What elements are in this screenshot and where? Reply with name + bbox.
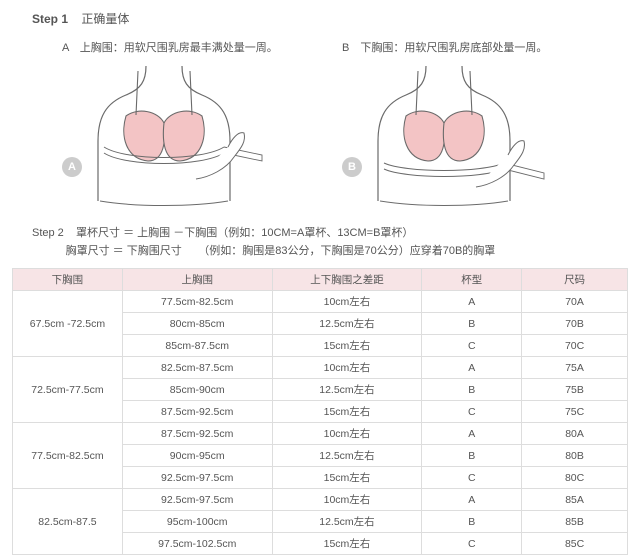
illus-b-caption: B 下胸围：用软尺围乳房底部处量一周。 bbox=[342, 39, 602, 55]
cell-cup: A bbox=[422, 423, 522, 445]
cell-size: 80B bbox=[522, 445, 628, 467]
cell-over: 95cm-100cm bbox=[122, 511, 272, 533]
illustration-b: B 下胸围：用软尺围乳房底部处量一周。 B bbox=[342, 39, 602, 211]
cell-size: 70C bbox=[522, 335, 628, 357]
step1-label: Step 1 bbox=[32, 12, 68, 26]
cell-over: 80cm-85cm bbox=[122, 313, 272, 335]
size-table: 下胸围 上胸围 上下胸围之差距 杯型 尺码 67.5cm -72.5cm77.5… bbox=[12, 268, 628, 555]
cell-size: 85A bbox=[522, 489, 628, 511]
table-row: 67.5cm -72.5cm77.5cm-82.5cm10cm左右A70A bbox=[13, 291, 628, 313]
step2-text: Step 2 罩杯尺寸 ＝ 上胸围 －下胸围（例如：10CM=A罩杯、13CM=… bbox=[32, 225, 628, 260]
cell-cup: C bbox=[422, 335, 522, 357]
cell-diff: 15cm左右 bbox=[272, 335, 422, 357]
illustration-row: A 上胸围：用软尺围乳房最丰满处量一周。 A bbox=[62, 39, 628, 211]
cell-under: 82.5cm-87.5 bbox=[13, 489, 123, 555]
cell-diff: 12.5cm左右 bbox=[272, 445, 422, 467]
step1-title-text: 正确量体 bbox=[81, 12, 129, 26]
cell-size: 75C bbox=[522, 401, 628, 423]
cell-diff: 10cm左右 bbox=[272, 291, 422, 313]
cell-under: 67.5cm -72.5cm bbox=[13, 291, 123, 357]
cell-diff: 15cm左右 bbox=[272, 533, 422, 555]
cell-size: 70B bbox=[522, 313, 628, 335]
badge-b: B bbox=[342, 157, 362, 177]
cell-cup: C bbox=[422, 533, 522, 555]
cell-cup: A bbox=[422, 291, 522, 313]
step2-label: Step 2 bbox=[32, 227, 64, 239]
cell-cup: A bbox=[422, 357, 522, 379]
cell-cup: B bbox=[422, 313, 522, 335]
cell-size: 80C bbox=[522, 467, 628, 489]
table-row: 77.5cm-82.5cm87.5cm-92.5cm10cm左右A80A bbox=[13, 423, 628, 445]
cell-size: 75A bbox=[522, 357, 628, 379]
cell-cup: A bbox=[422, 489, 522, 511]
illus-a-caption: A 上胸围：用软尺围乳房最丰满处量一周。 bbox=[62, 39, 322, 55]
cell-cup: C bbox=[422, 401, 522, 423]
step2-line2: 胸罩尺寸 ＝ 下胸围尺寸 （例如：胸围是83公分，下胸围是70公分）应穿着70B… bbox=[66, 245, 496, 257]
cell-under: 72.5cm-77.5cm bbox=[13, 357, 123, 423]
cell-diff: 12.5cm左右 bbox=[272, 379, 422, 401]
step2-line1: 罩杯尺寸 ＝ 上胸围 －下胸围（例如：10CM=A罩杯、13CM=B罩杯） bbox=[76, 227, 413, 239]
cell-over: 92.5cm-97.5cm bbox=[122, 489, 272, 511]
cell-diff: 10cm左右 bbox=[272, 423, 422, 445]
cell-cup: B bbox=[422, 511, 522, 533]
cell-over: 77.5cm-82.5cm bbox=[122, 291, 272, 313]
cell-cup: B bbox=[422, 445, 522, 467]
cell-size: 85B bbox=[522, 511, 628, 533]
cell-under: 77.5cm-82.5cm bbox=[13, 423, 123, 489]
cell-cup: C bbox=[422, 467, 522, 489]
cell-diff: 12.5cm左右 bbox=[272, 511, 422, 533]
cell-size: 75B bbox=[522, 379, 628, 401]
cell-diff: 15cm左右 bbox=[272, 401, 422, 423]
cell-over: 92.5cm-97.5cm bbox=[122, 467, 272, 489]
cell-over: 87.5cm-92.5cm bbox=[122, 423, 272, 445]
cell-over: 87.5cm-92.5cm bbox=[122, 401, 272, 423]
badge-a: A bbox=[62, 157, 82, 177]
cell-over: 90cm-95cm bbox=[122, 445, 272, 467]
cell-over: 82.5cm-87.5cm bbox=[122, 357, 272, 379]
table-header-row: 下胸围 上胸围 上下胸围之差距 杯型 尺码 bbox=[13, 269, 628, 291]
th-under: 下胸围 bbox=[13, 269, 123, 291]
cell-size: 70A bbox=[522, 291, 628, 313]
table-row: 72.5cm-77.5cm82.5cm-87.5cm10cm左右A75A bbox=[13, 357, 628, 379]
illustration-a: A 上胸围：用软尺围乳房最丰满处量一周。 A bbox=[62, 39, 322, 211]
cell-diff: 10cm左右 bbox=[272, 489, 422, 511]
cell-diff: 10cm左右 bbox=[272, 357, 422, 379]
step1-heading: Step 1 正确量体 bbox=[32, 10, 628, 27]
cell-cup: B bbox=[422, 379, 522, 401]
th-size: 尺码 bbox=[522, 269, 628, 291]
table-row: 82.5cm-87.592.5cm-97.5cm10cm左右A85A bbox=[13, 489, 628, 511]
cell-diff: 12.5cm左右 bbox=[272, 313, 422, 335]
cell-size: 85C bbox=[522, 533, 628, 555]
th-cup: 杯型 bbox=[422, 269, 522, 291]
th-diff: 上下胸围之差距 bbox=[272, 269, 422, 291]
torso-illustration-b bbox=[366, 61, 566, 211]
cell-over: 97.5cm-102.5cm bbox=[122, 533, 272, 555]
torso-illustration-a bbox=[86, 61, 286, 211]
cell-diff: 15cm左右 bbox=[272, 467, 422, 489]
th-over: 上胸围 bbox=[122, 269, 272, 291]
cell-over: 85cm-87.5cm bbox=[122, 335, 272, 357]
cell-over: 85cm-90cm bbox=[122, 379, 272, 401]
cell-size: 80A bbox=[522, 423, 628, 445]
